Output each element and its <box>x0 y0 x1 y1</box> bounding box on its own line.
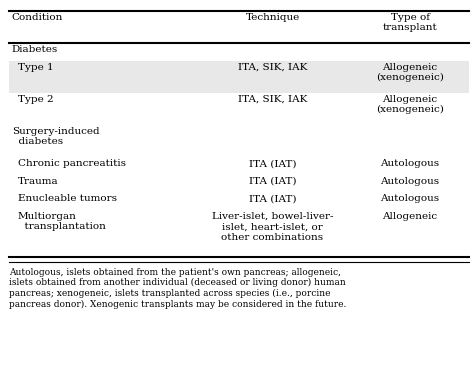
Text: Trauma: Trauma <box>18 177 59 186</box>
Text: ITA (IAT): ITA (IAT) <box>249 159 296 168</box>
Text: Chronic pancreatitis: Chronic pancreatitis <box>18 159 126 168</box>
Text: Autologous: Autologous <box>381 177 439 186</box>
Text: Type of
transplant: Type of transplant <box>383 13 438 32</box>
Text: ITA, SIK, IAK: ITA, SIK, IAK <box>238 95 307 104</box>
Text: Technique: Technique <box>246 13 300 22</box>
Text: Allogeneic
(xenogeneic): Allogeneic (xenogeneic) <box>376 63 444 82</box>
Text: Multiorgan
  transplantation: Multiorgan transplantation <box>18 212 106 231</box>
Text: Type 1: Type 1 <box>18 63 54 72</box>
Text: Diabetes: Diabetes <box>12 45 58 54</box>
Text: Surgery-induced
  diabetes: Surgery-induced diabetes <box>12 127 100 146</box>
Text: Condition: Condition <box>12 13 63 22</box>
Text: Autologous: Autologous <box>381 194 439 203</box>
Text: ITA (IAT): ITA (IAT) <box>249 194 296 203</box>
Text: Enucleable tumors: Enucleable tumors <box>18 194 117 203</box>
Text: ITA (IAT): ITA (IAT) <box>249 177 296 186</box>
Text: ITA, SIK, IAK: ITA, SIK, IAK <box>238 63 307 72</box>
Text: Allogeneic: Allogeneic <box>383 212 438 221</box>
Text: Type 2: Type 2 <box>18 95 54 104</box>
Text: Autologous: Autologous <box>381 159 439 168</box>
Text: Allogeneic
(xenogeneic): Allogeneic (xenogeneic) <box>376 95 444 115</box>
Text: Autologous, islets obtained from the patient's own pancreas; allogeneic,
islets : Autologous, islets obtained from the pat… <box>9 268 347 309</box>
Text: Liver-islet, bowel-liver-
islet, heart-islet, or
other combinations: Liver-islet, bowel-liver- islet, heart-i… <box>212 212 333 241</box>
